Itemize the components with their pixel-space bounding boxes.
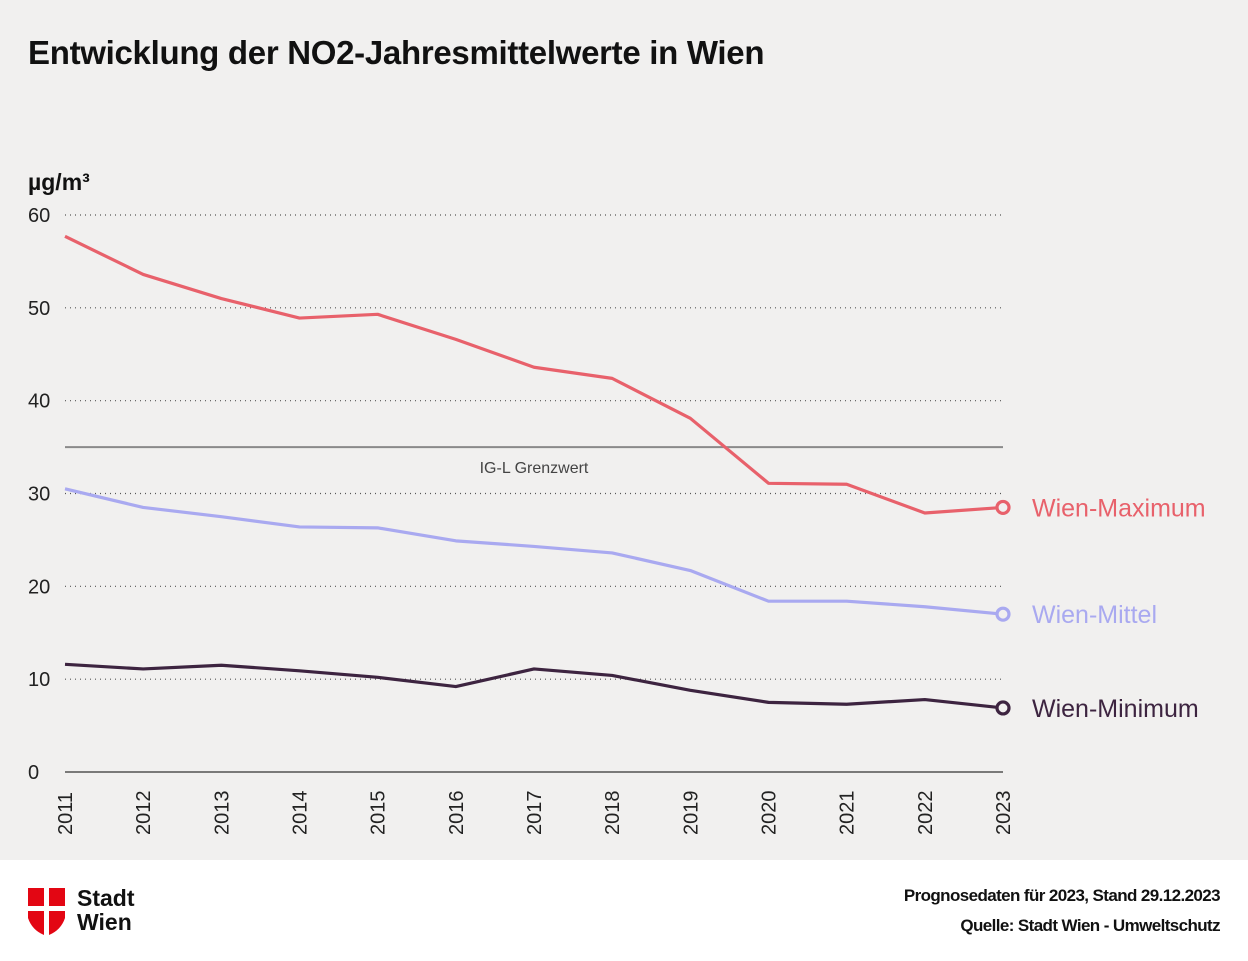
y-tick-label: 30 (28, 484, 50, 506)
y-tick-label: 60 (28, 205, 50, 227)
source-note: Quelle: Stadt Wien - Umweltschutz (960, 916, 1220, 935)
y-tick-label: 40 (28, 391, 50, 413)
logo-line-2: Wien (77, 909, 132, 935)
x-tick-label: 2013 (211, 791, 233, 836)
limit-label: IG-L Grenzwert (480, 460, 589, 477)
series-label: Wien-Minimum (1032, 695, 1199, 723)
stadt-wien-logo-icon (28, 888, 65, 935)
x-tick-label: 2011 (55, 792, 77, 835)
logo-line-1: Stadt (77, 885, 135, 911)
series-line-2 (64, 662, 1004, 710)
y-axis-label: µg/m³ (28, 169, 90, 195)
x-tick-label: 2021 (837, 791, 859, 836)
series-line-1 (64, 487, 1004, 616)
y-tick-label: 0 (28, 762, 39, 784)
x-tick-label: 2018 (602, 791, 624, 836)
logo-text: Stadt Wien (77, 886, 135, 934)
x-tick-label: 2015 (368, 791, 390, 836)
forecast-note: Prognosedaten für 2023, Stand 29.12.2023 (903, 886, 1221, 905)
y-tick-label: 10 (28, 669, 50, 691)
chart-area (0, 0, 1248, 860)
chart-title: Entwicklung der NO2-Jahresmittelwerte in… (28, 34, 765, 71)
footer (0, 860, 1248, 961)
series-label: Wien-Mittel (1032, 601, 1157, 629)
series-label: Wien-Maximum (1032, 494, 1206, 522)
x-tick-label: 2023 (993, 791, 1015, 836)
y-tick-label: 50 (28, 298, 50, 320)
x-tick-label: 2012 (133, 791, 155, 836)
series-end-marker (995, 606, 1011, 622)
x-tick-label: 2019 (680, 791, 702, 836)
x-tick-label: 2020 (759, 791, 781, 836)
x-tick-label: 2016 (446, 791, 468, 836)
x-tick-label: 2017 (524, 791, 546, 836)
series-end-marker (995, 499, 1011, 516)
x-tick-label: 2022 (915, 791, 937, 836)
line-chart: µg/m³ 0 10 20 30 40 50 60 2011 2012 2013 2014 2015 20… (28, 169, 1206, 836)
y-tick-label: 20 (28, 576, 50, 598)
series-end-marker (995, 700, 1011, 716)
series-line-0 (64, 234, 1004, 515)
x-tick-label: 2014 (290, 791, 312, 836)
